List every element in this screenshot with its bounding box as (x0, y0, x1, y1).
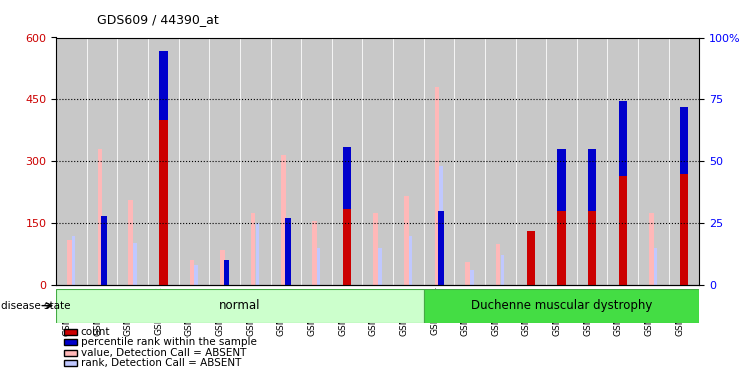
Bar (179, 38, 209, 285)
Bar (680, 161, 688, 285)
Bar (496, 244, 500, 285)
Bar (423, 38, 454, 285)
Bar (102, 216, 106, 285)
Text: GDS609 / 44390_at: GDS609 / 44390_at (97, 13, 219, 26)
Bar (67, 240, 72, 285)
Bar (159, 108, 168, 285)
Bar (557, 198, 565, 285)
Bar (56, 289, 423, 322)
Text: count: count (81, 327, 110, 337)
Bar (102, 216, 107, 285)
Bar (148, 38, 179, 285)
Bar (271, 38, 301, 285)
Bar (363, 38, 393, 285)
Bar (224, 260, 230, 285)
Bar (577, 38, 607, 285)
Bar (435, 87, 439, 285)
Bar (240, 38, 271, 285)
Text: percentile rank within the sample: percentile rank within the sample (81, 338, 257, 347)
Bar (454, 38, 485, 285)
Bar (393, 38, 423, 285)
Bar (286, 236, 289, 285)
Bar (378, 248, 381, 285)
Bar (209, 38, 240, 285)
Bar (500, 255, 504, 285)
Bar (654, 248, 657, 285)
Bar (194, 265, 198, 285)
Bar (638, 38, 669, 285)
Bar (343, 196, 352, 285)
Bar (251, 213, 255, 285)
Bar (285, 218, 291, 285)
Bar (164, 243, 168, 285)
Bar (404, 196, 408, 285)
Bar (72, 236, 76, 285)
Bar (256, 223, 260, 285)
Text: Duchenne muscular dystrophy: Duchenne muscular dystrophy (470, 299, 652, 312)
Bar (557, 149, 565, 211)
Bar (649, 213, 654, 285)
Bar (159, 51, 168, 120)
Bar (607, 38, 638, 285)
Bar (470, 270, 473, 285)
Text: rank, Detection Call = ABSENT: rank, Detection Call = ABSENT (81, 358, 241, 368)
Bar (301, 38, 332, 285)
Bar (515, 38, 546, 285)
Bar (159, 196, 164, 285)
Bar (588, 215, 592, 285)
Bar (588, 149, 596, 211)
Bar (128, 200, 133, 285)
Text: disease state: disease state (1, 301, 71, 310)
Bar (281, 155, 286, 285)
Bar (669, 38, 699, 285)
Bar (592, 243, 596, 285)
Bar (97, 149, 102, 285)
Bar (546, 38, 577, 285)
Bar (225, 260, 229, 285)
Bar (373, 213, 378, 285)
Bar (220, 250, 224, 285)
Bar (56, 38, 87, 285)
Bar (527, 231, 535, 285)
Bar (317, 248, 320, 285)
Bar (343, 147, 352, 208)
Text: value, Detection Call = ABSENT: value, Detection Call = ABSENT (81, 348, 246, 358)
Bar (117, 38, 148, 285)
Bar (408, 236, 412, 285)
Bar (485, 38, 515, 285)
Bar (347, 243, 351, 285)
Bar (312, 221, 316, 285)
Bar (680, 107, 688, 174)
Text: normal: normal (219, 299, 260, 312)
Bar (343, 221, 347, 285)
Bar (332, 38, 363, 285)
Bar (189, 260, 194, 285)
Bar (465, 262, 470, 285)
Bar (588, 198, 596, 285)
Bar (619, 164, 627, 285)
Bar (87, 38, 117, 285)
Bar (619, 102, 627, 176)
Bar (439, 166, 443, 285)
Bar (423, 289, 699, 322)
Bar (438, 211, 444, 285)
Bar (133, 243, 137, 285)
